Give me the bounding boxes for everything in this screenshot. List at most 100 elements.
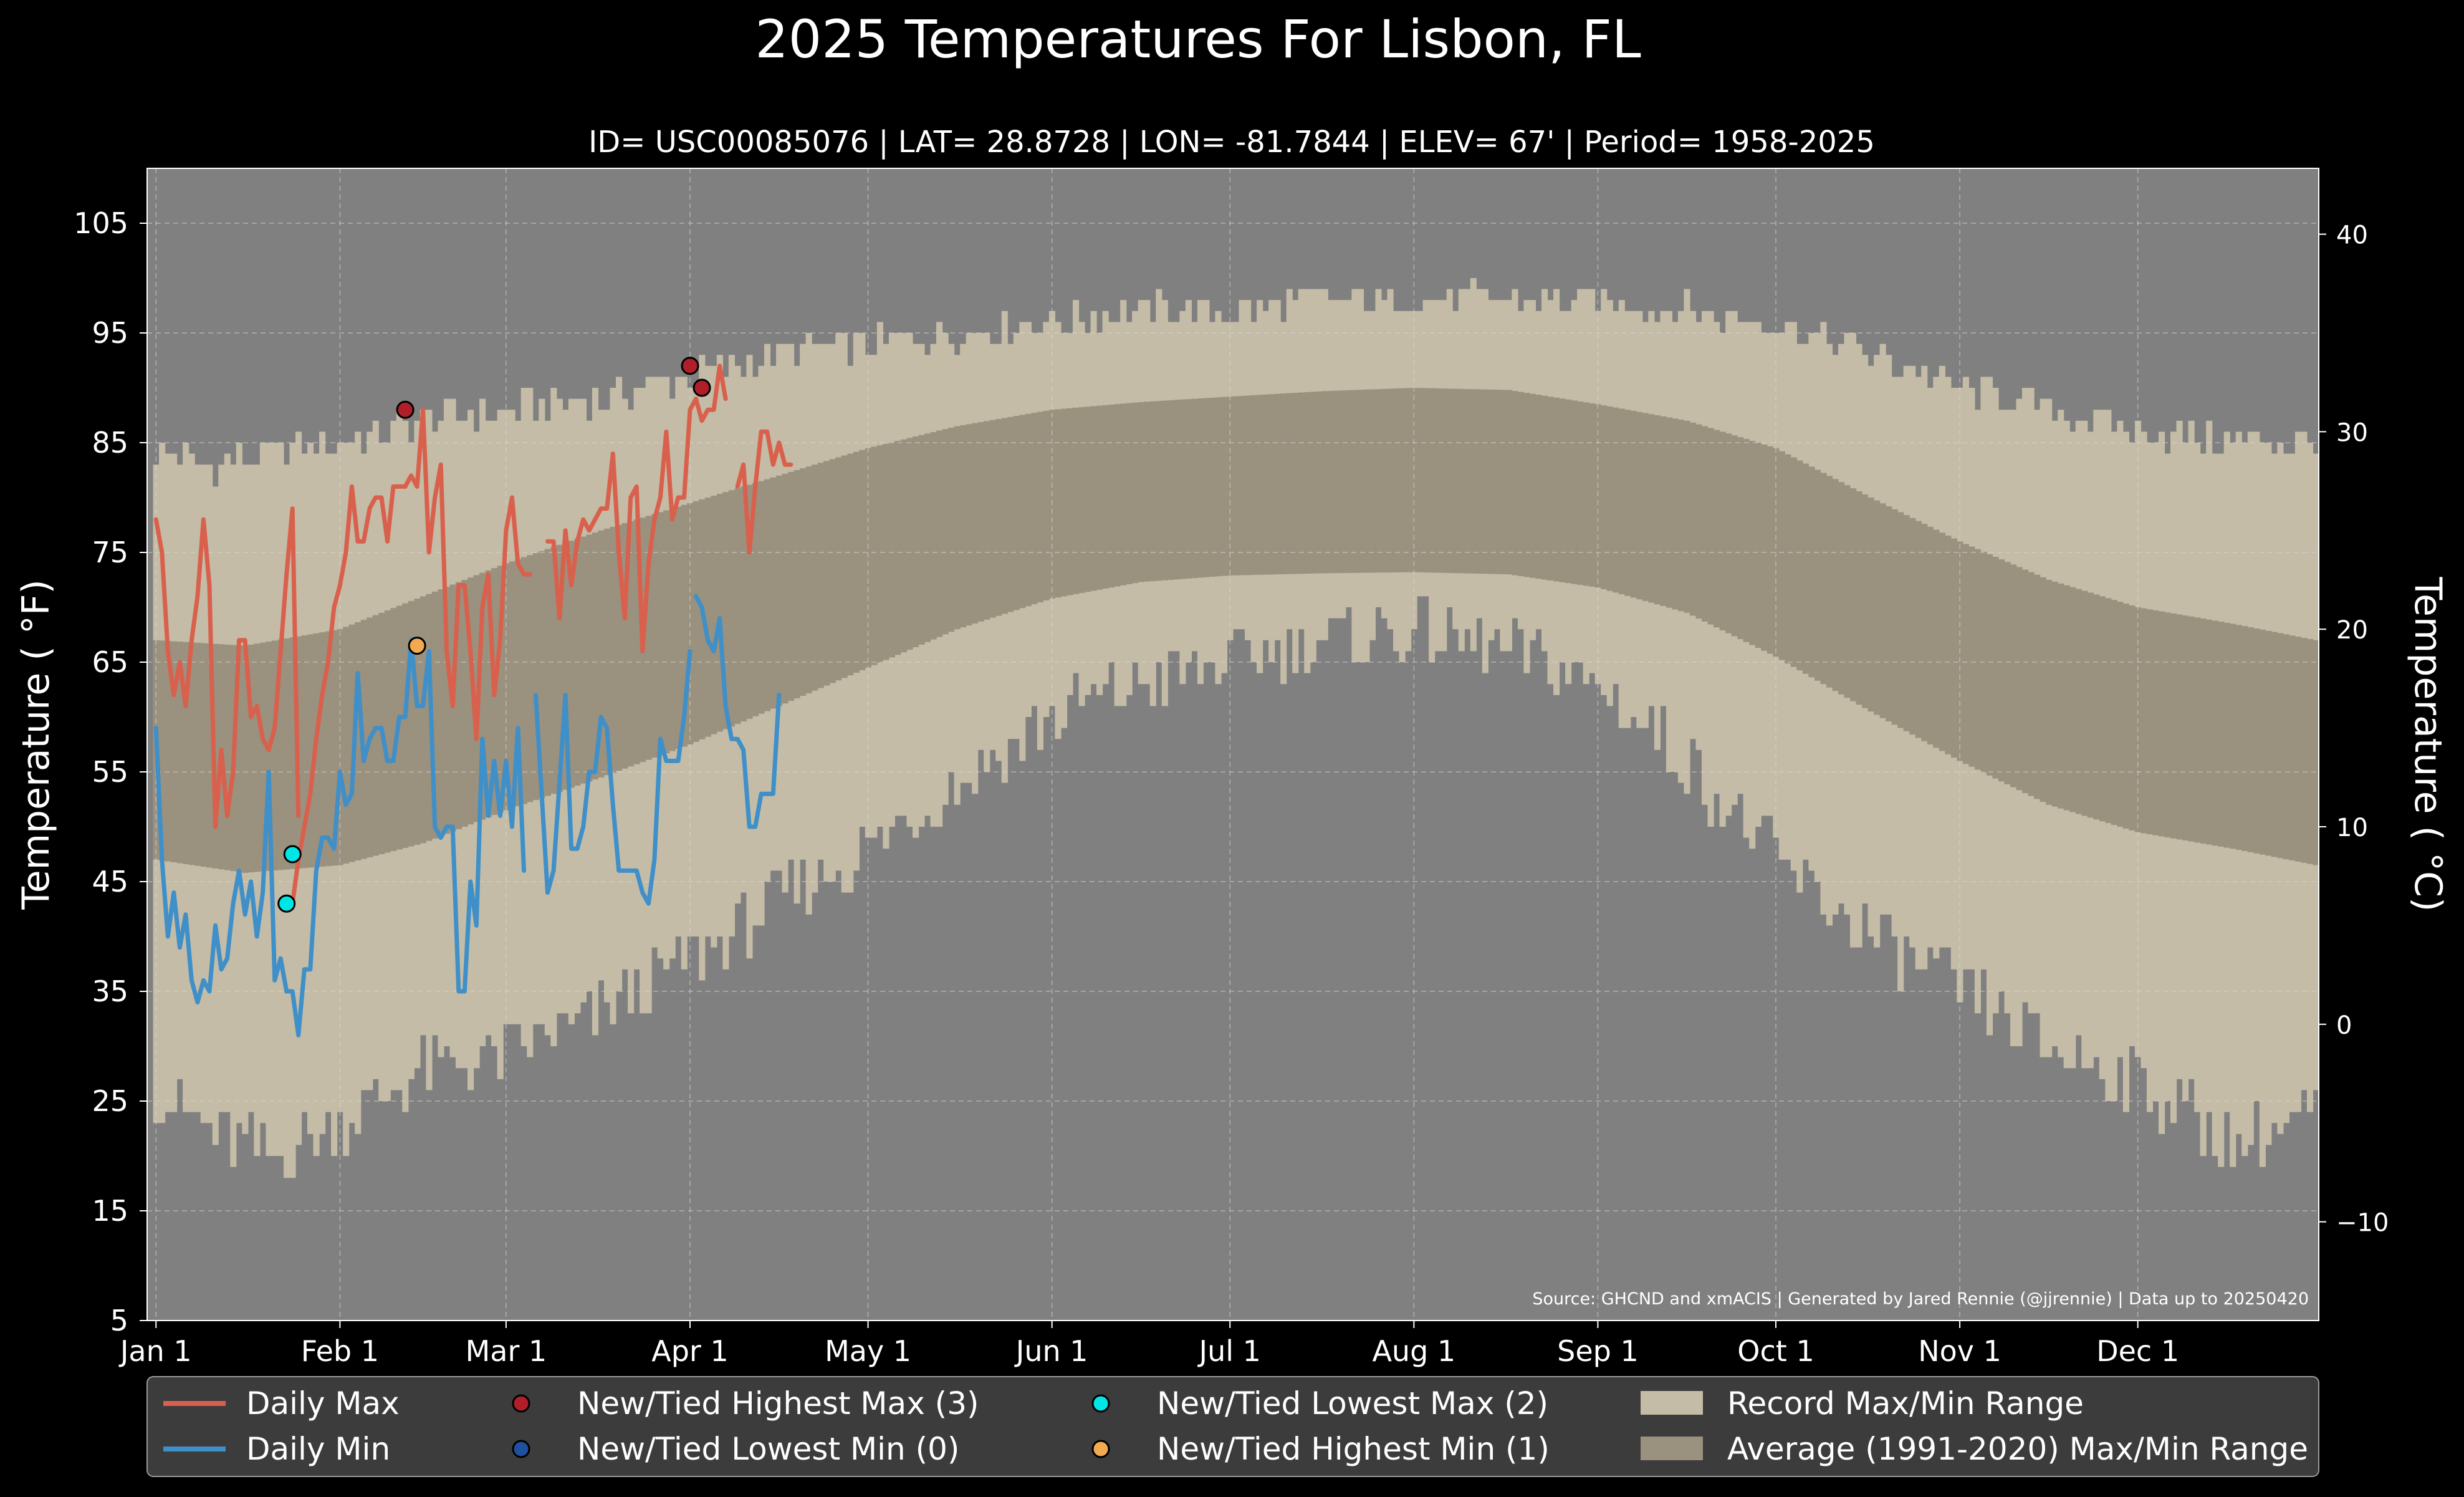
- right-axis-tick-label: 20: [2336, 616, 2368, 645]
- average-range-bar: [236, 645, 242, 872]
- average-range-bar: [1505, 390, 1512, 575]
- average-range-bar: [431, 591, 439, 839]
- average-range-bar: [1702, 426, 1709, 622]
- average-range-bar: [2306, 638, 2314, 864]
- average-range-bar: [580, 536, 587, 784]
- legend-label-lowest-min: New/Tied Lowest Min (0): [577, 1431, 959, 1467]
- y-axis-label-left: Temperature ( °F): [14, 579, 58, 910]
- average-range-bar: [1808, 466, 1815, 678]
- average-range-bar: [2158, 611, 2165, 837]
- average-range-bar: [1387, 388, 1394, 573]
- average-range-bar: [2265, 630, 2272, 856]
- x-axis-tick-label: May 1: [825, 1334, 911, 1368]
- average-range-bar: [812, 465, 818, 691]
- average-range-bar: [2034, 574, 2041, 799]
- average-range-bar: [224, 644, 231, 870]
- average-range-bar: [711, 496, 717, 734]
- average-range-bar: [1737, 437, 1744, 640]
- left-axis-f: 5 15 25 35 45 55 65 75 85 95 105: [74, 206, 147, 1337]
- average-range-bar: [2230, 623, 2236, 849]
- average-range-bar: [331, 630, 338, 866]
- average-range-bar: [900, 439, 908, 653]
- average-range-bar: [515, 559, 522, 806]
- average-range-bar: [2093, 594, 2100, 820]
- average-range-bar: [1719, 431, 1726, 630]
- average-range-bar: [1541, 395, 1548, 580]
- average-range-bar: [586, 534, 593, 782]
- average-range-bar: [1173, 400, 1180, 580]
- average-range-bar: [782, 473, 789, 704]
- average-range-bar: [1007, 416, 1014, 612]
- average-range-bar: [817, 463, 824, 688]
- average-range-bar: [2241, 626, 2248, 851]
- average-range-bar: [2075, 589, 2082, 814]
- average-range-bar: [1660, 416, 1667, 607]
- average-range-bar: [793, 470, 800, 699]
- average-range-bar: [1476, 389, 1483, 574]
- legend-marker-highest-max: [512, 1394, 530, 1413]
- average-range-bar: [2099, 596, 2106, 822]
- average-range-bar: [1962, 544, 1969, 764]
- average-range-bar: [319, 632, 326, 867]
- average-range-bar: [1862, 494, 1869, 708]
- average-range-bar: [2087, 592, 2094, 818]
- average-range-bar: [1470, 389, 1477, 574]
- average-range-bar: [930, 431, 937, 640]
- average-range-bar: [1577, 401, 1584, 585]
- average-range-bar: [989, 420, 996, 618]
- average-range-bar: [1714, 430, 1720, 628]
- plot-frame: [146, 168, 2319, 1321]
- average-range-bar: [1553, 397, 1560, 582]
- average-range-bar: [1422, 388, 1429, 573]
- average-range-bar: [1613, 407, 1619, 593]
- average-range-bar: [918, 435, 925, 645]
- average-range-bar: [776, 475, 783, 706]
- average-range-bar: [1357, 390, 1364, 573]
- average-range-bar: [1025, 413, 1032, 607]
- average-range-bar: [1891, 509, 1898, 725]
- record-markers: [277, 357, 711, 913]
- average-range-bar: [2277, 633, 2284, 859]
- average-range-bar: [1897, 512, 1904, 728]
- average-range-bar: [746, 484, 753, 719]
- right-axis-tick-label: 30: [2336, 418, 2368, 447]
- average-range-bar: [2218, 622, 2225, 847]
- average-range-bar: [1915, 521, 1922, 738]
- average-range-bar: [1274, 393, 1281, 575]
- average-range-bar: [1642, 413, 1649, 601]
- average-range-bar: [1399, 388, 1406, 572]
- average-range-bar: [1446, 388, 1453, 573]
- x-axis-tick-label: Feb 1: [301, 1334, 379, 1368]
- average-range-bar: [1209, 397, 1216, 577]
- average-range-bar: [894, 441, 901, 655]
- average-range-bar: [1239, 395, 1245, 575]
- right-axis-tick-label: 40: [2336, 221, 2368, 250]
- average-range-bar: [254, 643, 261, 872]
- average-range-bar: [2105, 598, 2112, 824]
- average-range-bar: [924, 433, 931, 642]
- average-range-bar: [2194, 617, 2201, 843]
- average-range-bar: [977, 422, 984, 622]
- average-range-bar: [1571, 400, 1578, 584]
- average-range-bar: [1820, 473, 1827, 685]
- average-range-bar: [532, 553, 539, 801]
- legend-label-highest-max: New/Tied Highest Max (3): [577, 1385, 979, 1422]
- average-range-bar: [1974, 549, 1982, 770]
- average-range-bar: [1606, 406, 1613, 591]
- daily-max-line: [545, 363, 728, 653]
- average-range-bar: [2028, 572, 2035, 796]
- average-range-bar: [1493, 390, 1500, 574]
- legend-marker-highest-min: [1091, 1440, 1110, 1458]
- average-range-bar: [1351, 390, 1358, 573]
- average-range-bar: [758, 481, 765, 714]
- average-range-bar: [1090, 406, 1097, 591]
- average-range-bar: [1927, 526, 1934, 744]
- average-range-bar: [966, 424, 972, 626]
- average-range-bar: [1316, 391, 1323, 574]
- legend-label-daily-min: Daily Min: [246, 1431, 390, 1467]
- average-range-bar: [372, 615, 379, 856]
- average-range-bar: [1464, 388, 1471, 574]
- average-range-bar: [1363, 389, 1370, 573]
- average-range-bar: [1215, 397, 1222, 577]
- average-range-bar: [1832, 479, 1839, 691]
